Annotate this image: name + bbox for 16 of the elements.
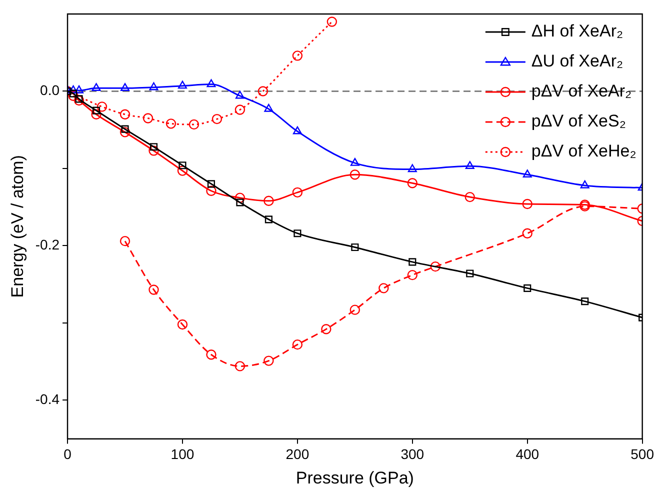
y-tick-label: 0.0: [40, 82, 60, 98]
y-tick-label: -0.2: [35, 236, 60, 253]
x-tick-label: 100: [170, 446, 194, 462]
x-tick-label: 200: [286, 446, 310, 462]
y-axis-title: Energy (eV / atom): [8, 155, 27, 298]
x-axis-title: Pressure (GPa): [296, 468, 414, 488]
legend-label: pΔV of XeS₂: [531, 112, 626, 131]
x-tick-label: 500: [630, 446, 654, 462]
legend-label: ΔH of XeAr₂: [531, 22, 624, 41]
legend-label: pΔV of XeHe₂: [531, 142, 636, 161]
legend-label: ΔU of XeAr₂: [531, 52, 624, 71]
legend-label: pΔV of XeAr₂: [531, 82, 632, 101]
y-tick-label: -0.4: [35, 391, 60, 408]
x-tick-label: 0: [64, 446, 72, 462]
x-tick-label: 400: [516, 446, 540, 462]
x-tick-label: 300: [400, 446, 424, 462]
